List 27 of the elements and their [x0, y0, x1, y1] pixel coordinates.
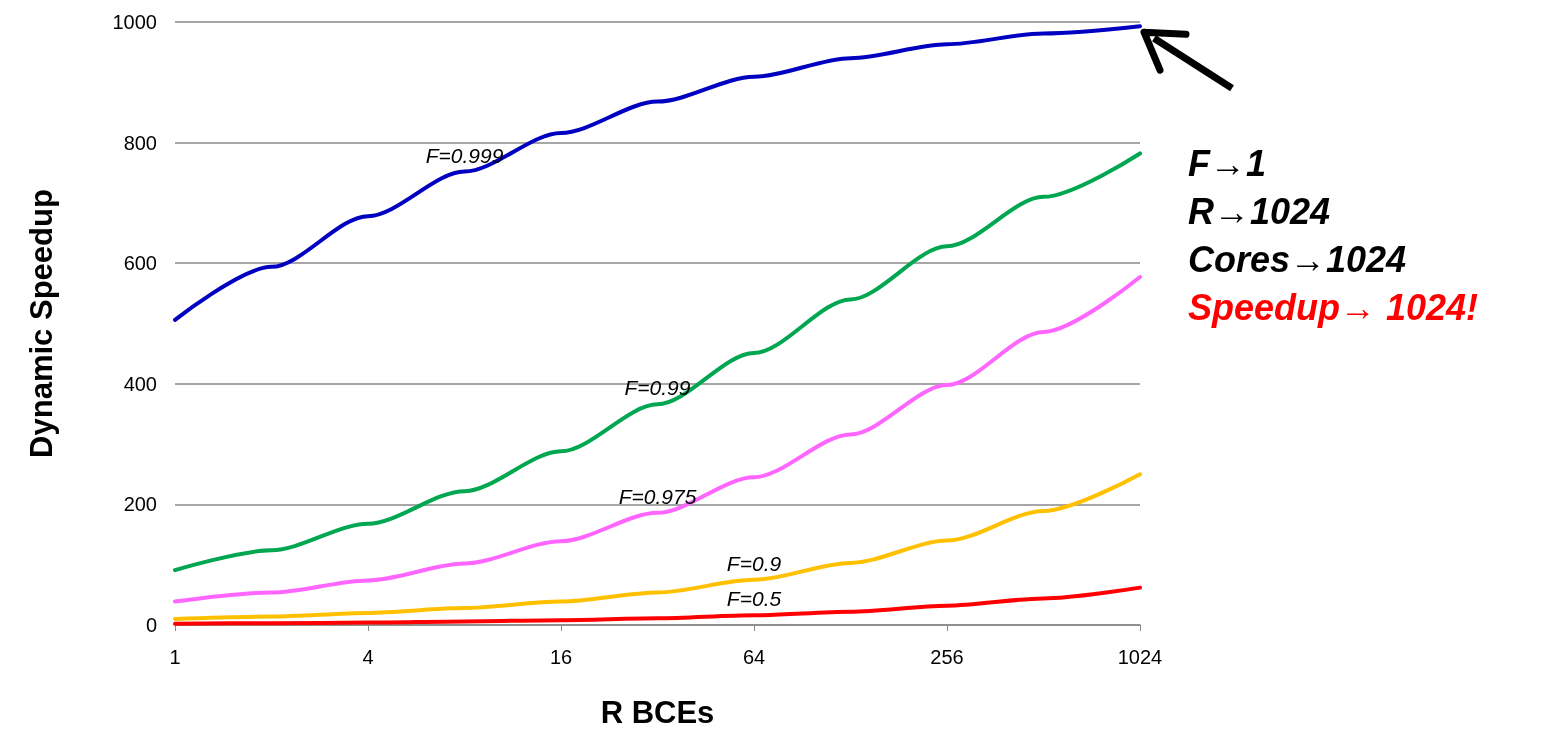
series-label: F=0.9 [726, 551, 782, 575]
y-axis-title: Dynamic Speedup [24, 189, 59, 458]
y-tick-label: 1000 [112, 11, 157, 33]
series-label: F=0.999 [425, 143, 504, 167]
x-tick-label: 1 [169, 646, 181, 668]
series-label: F=0.5 [726, 587, 782, 611]
x-axis-title: R BCEs [600, 695, 715, 730]
series-label: F=0.975 [618, 484, 697, 508]
x-tick-label: 1024 [1117, 646, 1163, 668]
line-series [173, 275, 1142, 604]
y-tick-label: 800 [123, 131, 157, 154]
y-tick-label: 400 [123, 372, 157, 395]
line-series [173, 24, 1142, 322]
series-label: F=0.99 [624, 376, 691, 400]
text: Cores→1024 [1188, 238, 1408, 282]
line-series [173, 472, 1142, 621]
x-tick-label: 256 [930, 646, 964, 668]
y-tick-label: 200 [123, 493, 157, 516]
x-tick-label: 4 [362, 646, 374, 668]
line-series [173, 151, 1142, 573]
x-tick-label: 64 [742, 646, 766, 668]
text: F→1 [1188, 142, 1267, 186]
text: R→1024 [1188, 190, 1332, 234]
x-tick-label: 16 [549, 646, 573, 668]
y-tick-label: 600 [123, 252, 157, 275]
y-tick-label: 0 [145, 614, 157, 636]
text: Speedup→ 1024! [1188, 286, 1479, 330]
